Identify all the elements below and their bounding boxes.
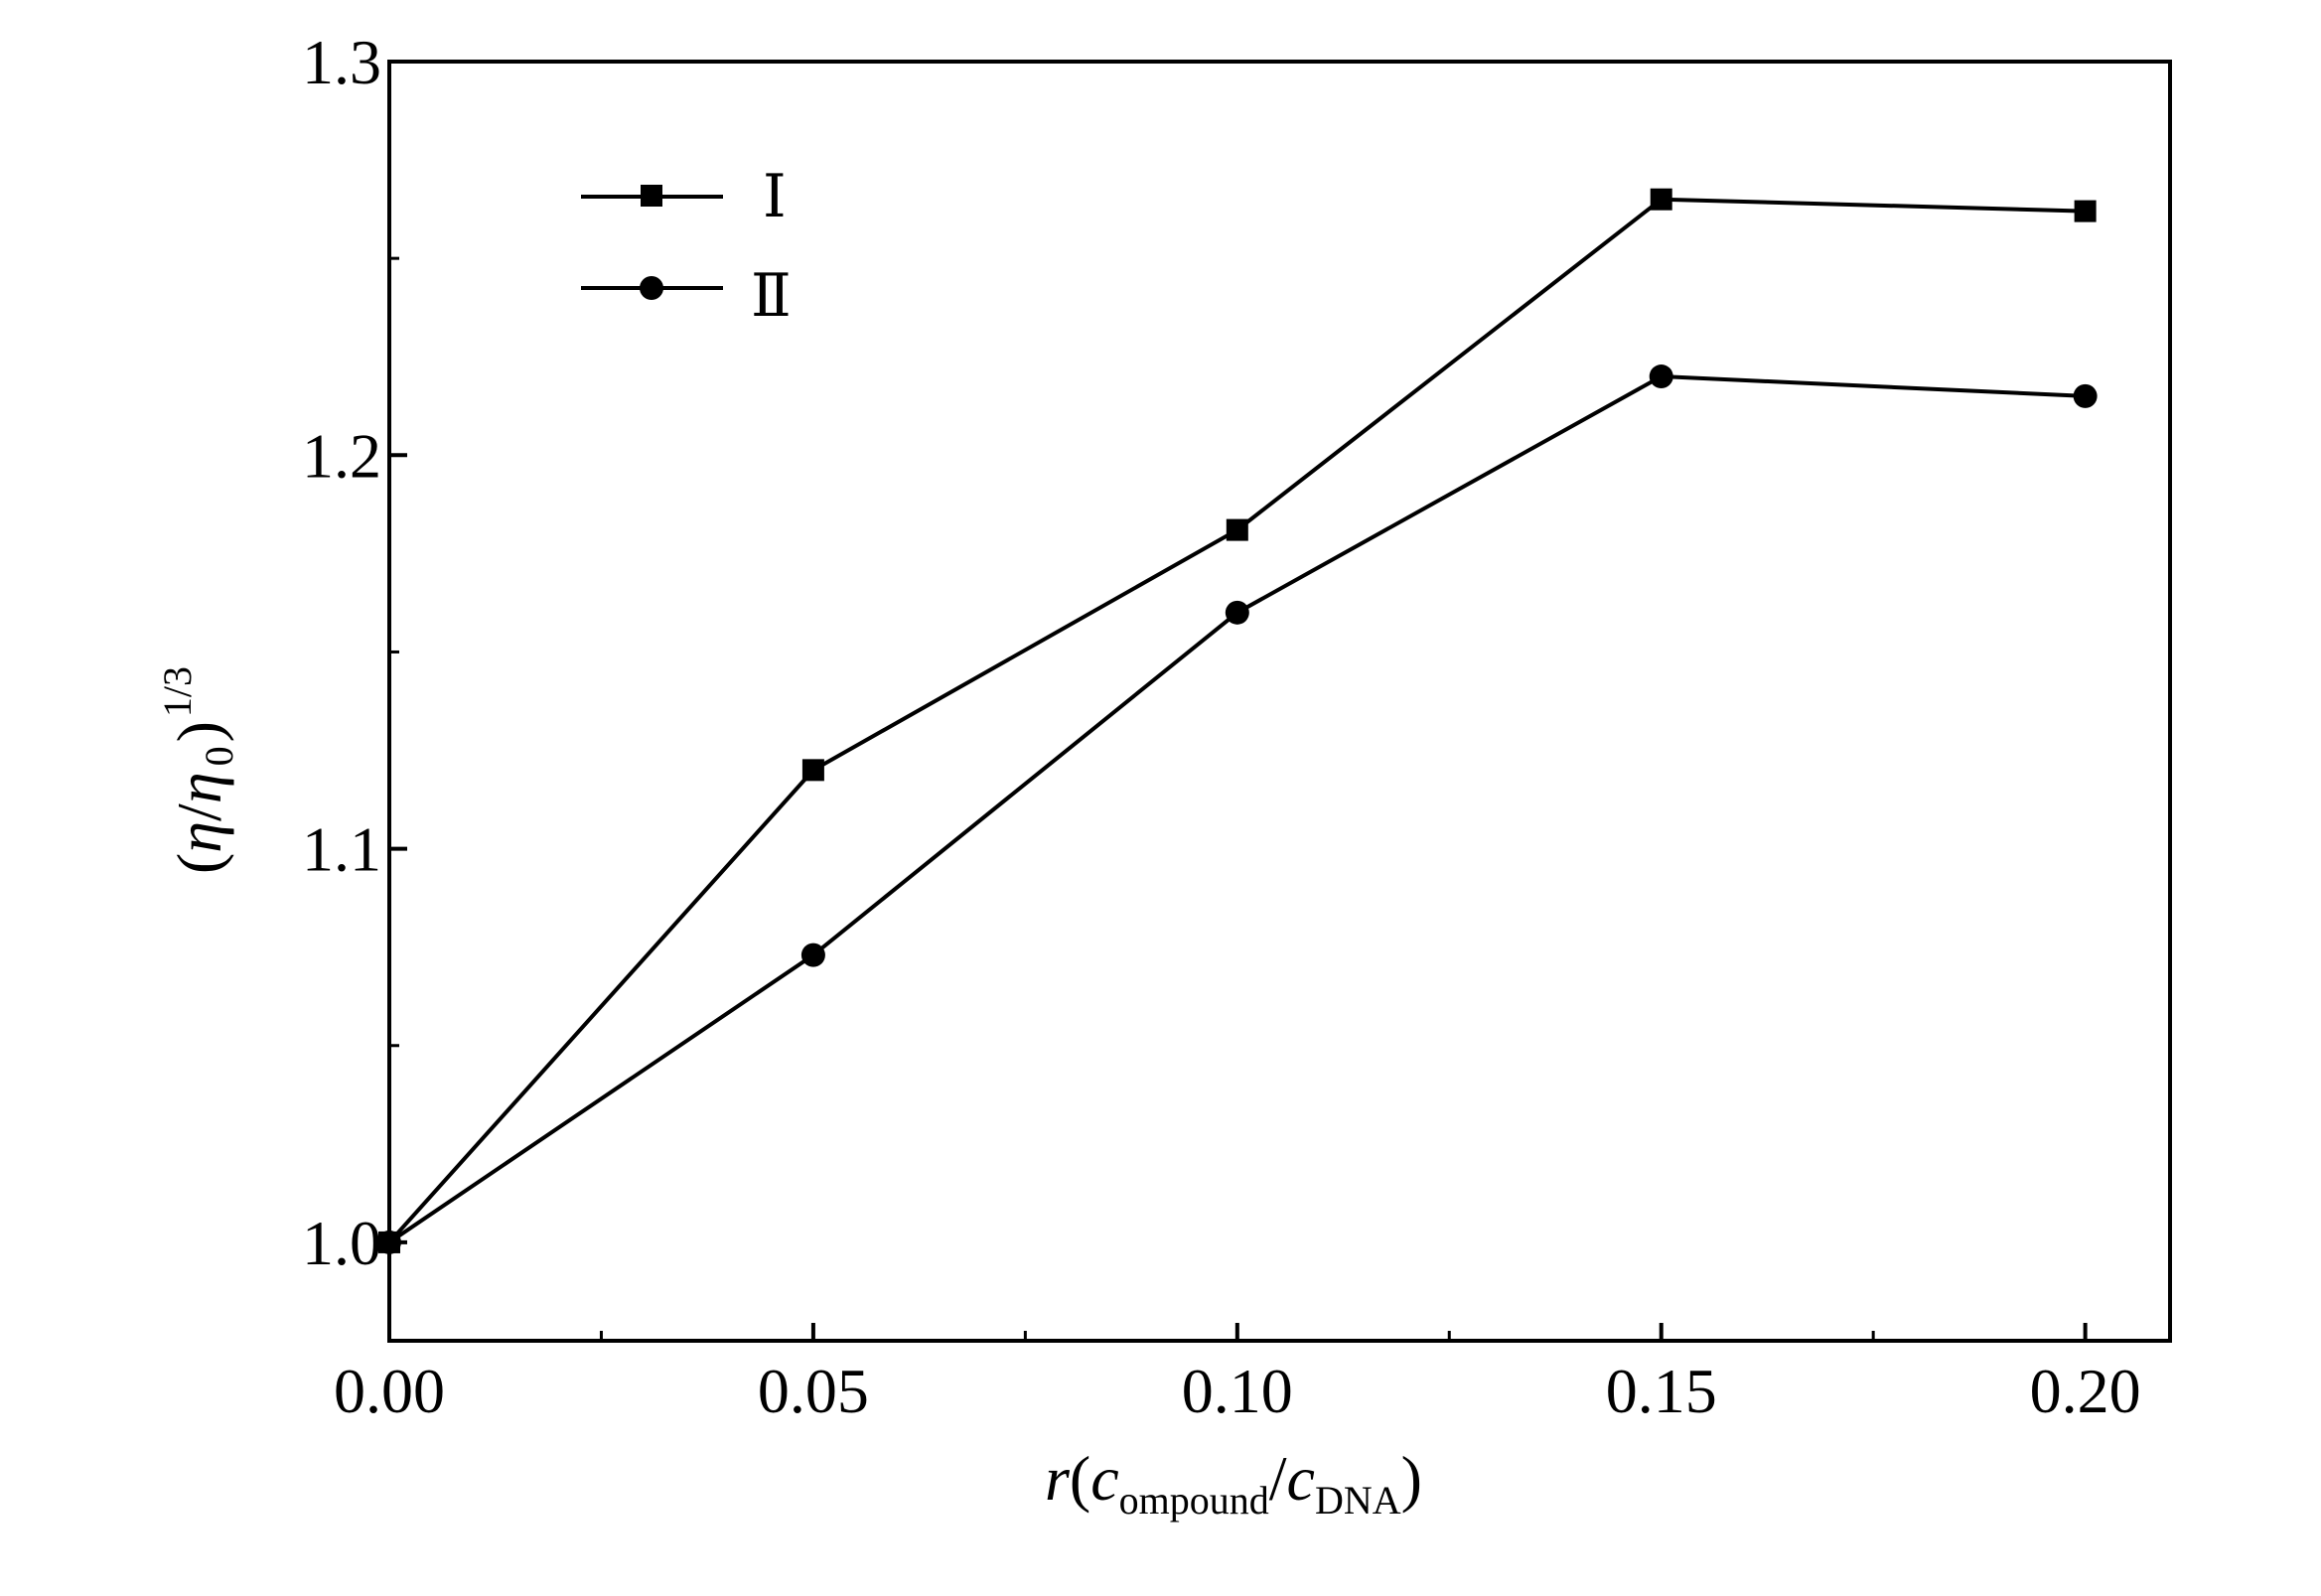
y-tick-label-1: 1.1 [302, 814, 381, 885]
x-label-open: ( [1070, 1443, 1090, 1514]
x-label-sub2: DNA [1315, 1478, 1401, 1523]
y-axis-tick-labels: 1.0 1.1 1.2 1.3 [302, 27, 381, 1278]
x-label-sub1: ompound [1119, 1478, 1269, 1523]
y-tick-label-3: 1.3 [302, 27, 381, 97]
x-tick-label-4: 0.20 [2030, 1356, 2141, 1426]
legend: Ⅰ Ⅱ [581, 164, 792, 329]
y-label-close: ) [164, 721, 234, 742]
series-1-point-3 [1650, 188, 1672, 211]
y-label-open: ( [164, 853, 234, 874]
y-axis-ticks [389, 60, 407, 1244]
series-1-point-4 [2074, 200, 2097, 222]
series-2-point-3 [1649, 364, 1673, 389]
series-layer [377, 188, 2098, 1254]
plot-area-border [387, 60, 2172, 1343]
legend-marker-square [641, 185, 662, 207]
series-1-line [387, 197, 2086, 1244]
legend-label-series-2: Ⅱ [751, 263, 792, 329]
series-2-point-0 [377, 1230, 401, 1254]
legend-label-series-1: Ⅰ [763, 164, 787, 229]
y-tick-label-2: 1.2 [302, 420, 381, 491]
x-axis-ticks [387, 1323, 2088, 1341]
x-axis-tick-labels: 0.00 0.05 0.10 0.15 0.20 [334, 1356, 2141, 1426]
y-label-eta0: η [164, 772, 234, 803]
x-label-r: r [1045, 1443, 1071, 1514]
series-2 [377, 364, 2098, 1254]
series-2-point-2 [1225, 600, 1249, 625]
y-axis-label: (η/η0)1/3 [155, 666, 241, 874]
series-2-line [387, 374, 2086, 1244]
series-2-point-4 [2073, 383, 2098, 408]
chart-frame [387, 60, 2172, 1343]
y-label-sub: 0 [197, 746, 241, 766]
x-label-c2: c [1287, 1443, 1315, 1514]
series-2-point-1 [800, 943, 825, 967]
y-label-eta: η [164, 821, 234, 853]
y-tick-label-0: 1.0 [302, 1208, 381, 1278]
legend-marker-circle [640, 276, 663, 300]
x-label-close: ) [1401, 1443, 1422, 1514]
x-label-c1: c [1090, 1443, 1118, 1514]
y-label-sup: 1/3 [155, 666, 200, 717]
series-1 [378, 188, 2097, 1253]
series-1-point-2 [1226, 518, 1248, 541]
x-tick-label-3: 0.15 [1606, 1356, 1717, 1426]
y-label-slash: / [164, 803, 234, 821]
x-tick-label-2: 0.10 [1182, 1356, 1293, 1426]
x-tick-label-1: 0.05 [758, 1356, 869, 1426]
series-1-point-1 [801, 759, 824, 782]
x-axis-label: r(compound/cDNA) [1045, 1443, 1422, 1523]
x-tick-label-0: 0.00 [334, 1356, 445, 1426]
x-label-slash: / [1269, 1443, 1287, 1514]
